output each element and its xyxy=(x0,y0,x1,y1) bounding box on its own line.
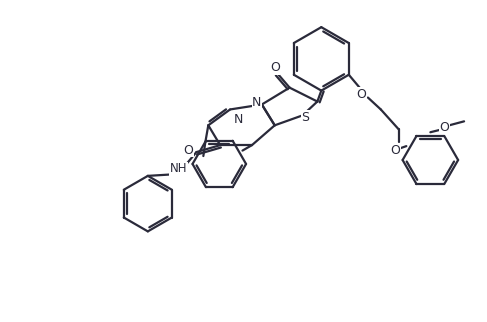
Text: O: O xyxy=(270,61,280,74)
Text: O: O xyxy=(184,144,193,156)
Text: N: N xyxy=(233,113,243,126)
Text: N: N xyxy=(252,96,262,109)
Text: S: S xyxy=(301,111,309,124)
Text: O: O xyxy=(391,144,401,156)
Text: O: O xyxy=(439,121,449,134)
Text: O: O xyxy=(356,88,366,101)
Text: NH: NH xyxy=(170,162,187,175)
